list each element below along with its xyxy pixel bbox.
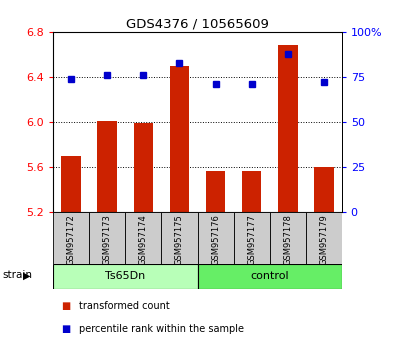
Title: GDS4376 / 10565609: GDS4376 / 10565609 [126, 18, 269, 31]
Text: GSM957179: GSM957179 [319, 214, 328, 265]
Bar [89, 212, 126, 264]
Bar [53, 264, 198, 289]
Text: Ts65Dn: Ts65Dn [105, 271, 145, 281]
Bar [270, 212, 306, 264]
Bar [62, 156, 81, 212]
Bar [306, 212, 342, 264]
Text: control: control [250, 271, 289, 281]
Bar [162, 212, 198, 264]
Bar [233, 212, 270, 264]
Text: ■: ■ [61, 324, 70, 334]
Text: GSM957177: GSM957177 [247, 214, 256, 265]
Bar [198, 212, 233, 264]
Bar [98, 121, 117, 212]
Text: strain: strain [2, 270, 32, 280]
Text: GSM957176: GSM957176 [211, 214, 220, 265]
Text: transformed count: transformed count [79, 301, 170, 311]
Bar [278, 45, 297, 212]
Text: GSM957174: GSM957174 [139, 214, 148, 265]
Bar [314, 167, 333, 212]
Bar [134, 123, 153, 212]
Bar [206, 171, 226, 212]
Bar [198, 264, 342, 289]
Bar [242, 171, 261, 212]
Text: percentile rank within the sample: percentile rank within the sample [79, 324, 244, 334]
Bar [53, 212, 89, 264]
Text: GSM957178: GSM957178 [283, 214, 292, 265]
Bar [126, 212, 162, 264]
Text: GSM957173: GSM957173 [103, 214, 112, 265]
Text: ▶: ▶ [23, 270, 30, 280]
Text: GSM957172: GSM957172 [67, 214, 76, 265]
Text: ■: ■ [61, 301, 70, 311]
Bar [169, 66, 189, 212]
Text: GSM957175: GSM957175 [175, 214, 184, 265]
